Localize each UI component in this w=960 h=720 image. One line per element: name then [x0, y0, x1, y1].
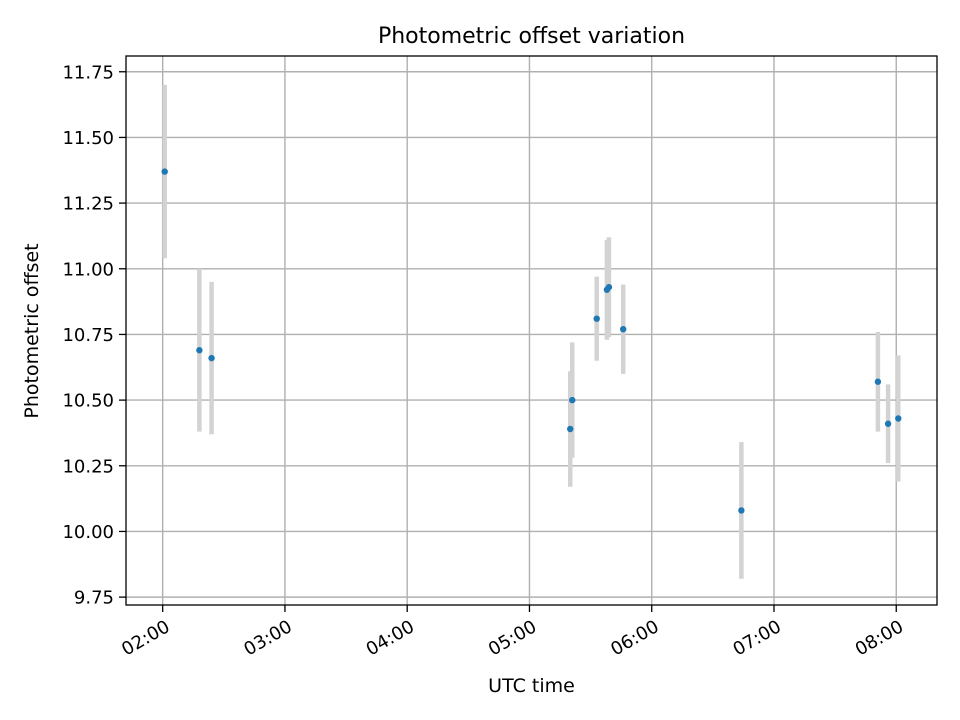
- data-point: [619, 325, 627, 333]
- data-point: [874, 378, 882, 385]
- y-tick-label: 11.25: [62, 194, 114, 215]
- error-bars: [162, 84, 901, 579]
- data-point: [208, 354, 215, 362]
- x-axis-label: UTC time: [488, 675, 575, 697]
- y-tick-label: 11.50: [62, 128, 114, 149]
- x-ticks: 02:00 03:00 04:00 05:00 06:00 07:00 08:00: [118, 605, 907, 660]
- data-point: [884, 420, 892, 427]
- y-axis-label: Photometric offset: [21, 243, 43, 418]
- y-tick-label: 9.75: [74, 588, 114, 609]
- data-point: [895, 415, 902, 422]
- x-tick-label: 02:00: [118, 616, 173, 660]
- data-points: [161, 168, 902, 514]
- data-point: [738, 507, 745, 514]
- data-point: [567, 425, 574, 433]
- y-ticks: 9.75 10.00 10.25 10.50 10.75 11.00 11.25 11.50 1…: [62, 62, 126, 609]
- y-tick-label: 10.25: [62, 456, 114, 477]
- data-point: [161, 168, 168, 175]
- y-tick-label: 11.00: [62, 259, 114, 280]
- y-tick-label: 10.50: [62, 391, 114, 412]
- y-tick-label: 10.00: [62, 522, 114, 543]
- y-tick-label: 11.75: [62, 62, 114, 83]
- x-tick-label: 07:00: [729, 616, 784, 660]
- plot-frame: [125, 55, 938, 606]
- data-point: [593, 315, 600, 322]
- x-tick-label: 04:00: [363, 616, 418, 660]
- data-point: [605, 283, 613, 291]
- data-point: [569, 396, 576, 404]
- grid: [126, 56, 937, 605]
- x-tick-label: 03:00: [240, 616, 295, 660]
- x-tick-label: 05:00: [485, 616, 540, 660]
- y-tick-label: 10.75: [62, 325, 114, 346]
- data-point: [196, 347, 203, 354]
- chart-title: Photometric offset variation: [378, 24, 685, 49]
- x-tick-label: 06:00: [607, 616, 662, 660]
- x-tick-label: 08:00: [852, 616, 907, 660]
